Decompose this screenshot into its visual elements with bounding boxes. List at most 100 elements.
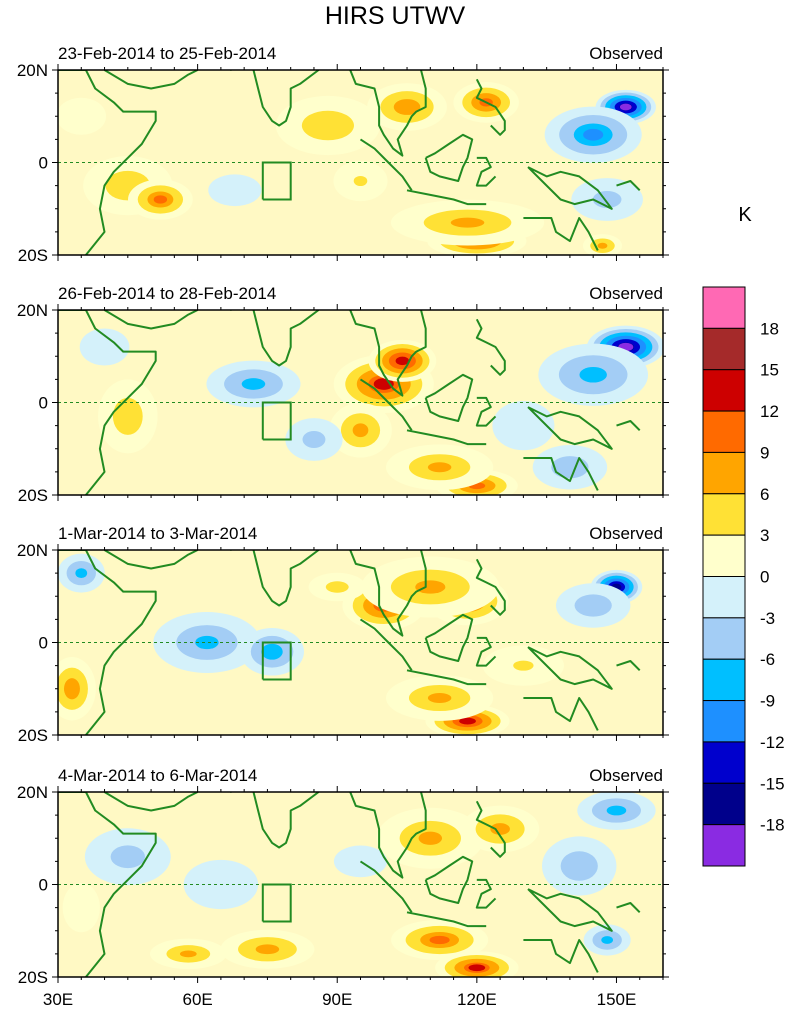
- colorbar-swatch: [702, 617, 746, 660]
- region-box: [261, 641, 292, 681]
- contour-region: [255, 944, 280, 955]
- coastline: [230, 70, 320, 127]
- coastlines: [58, 792, 641, 977]
- contour-region: [490, 823, 510, 835]
- map-panel: 20N 0 20S 4-Mar-2014 to 6-Mar-2014 Observed: [17, 766, 669, 987]
- panel-date-range: 4-Mar-2014 to 6-Mar-2014: [58, 766, 257, 785]
- coastline: [406, 911, 487, 928]
- coastline: [475, 78, 506, 136]
- colorbar-label: 0: [760, 568, 769, 587]
- colorbar-swatch: [702, 451, 746, 495]
- colorbar-label: -9: [760, 692, 775, 711]
- contour-region: [79, 328, 130, 366]
- coastline: [406, 189, 487, 206]
- contour-region: [301, 110, 354, 141]
- colorbar-label: -3: [760, 609, 775, 628]
- contour-region: [195, 635, 219, 650]
- coastline: [616, 902, 641, 914]
- contour-region: [427, 693, 452, 703]
- coastline: [58, 550, 157, 735]
- latitude-label: 20S: [18, 968, 48, 987]
- coastline: [406, 429, 487, 446]
- contour-region: [208, 174, 262, 207]
- colorbar-swatch: [702, 576, 746, 619]
- contour-region: [393, 99, 421, 115]
- panels: 20N 0 20S 23-Feb-2014 to 25-Feb-2014 Observe…: [17, 44, 669, 987]
- coastline: [475, 878, 497, 909]
- colorbar-label: 15: [760, 361, 779, 380]
- contour-region: [75, 568, 88, 578]
- coastline: [424, 133, 474, 182]
- contour-region: [63, 678, 80, 700]
- latitude-label: 0: [39, 394, 48, 413]
- figure-title: HIRS UTWV: [325, 2, 466, 30]
- panel-date-range: 23-Feb-2014 to 25-Feb-2014: [58, 44, 276, 63]
- coastline: [527, 406, 613, 450]
- contour-region: [560, 851, 598, 881]
- coastline: [103, 310, 199, 330]
- coastline: [103, 792, 199, 812]
- contour-region: [513, 660, 534, 671]
- contour-field: [58, 553, 643, 735]
- coastline: [103, 70, 199, 90]
- coastline: [345, 792, 427, 879]
- coastline: [616, 180, 641, 192]
- colorbar-swatch: [702, 369, 746, 412]
- contour-region: [112, 397, 143, 435]
- longitude-label: 120E: [457, 990, 497, 1009]
- coastline: [475, 156, 497, 187]
- coastlines: [58, 310, 641, 495]
- latitude-label: 20S: [18, 486, 48, 505]
- contour-region: [395, 356, 410, 366]
- panel-tag: Observed: [589, 284, 663, 303]
- contour-region: [241, 378, 266, 390]
- panel-tag: Observed: [589, 524, 663, 543]
- contour-region: [459, 717, 476, 725]
- coastline: [345, 310, 427, 397]
- region-box: [261, 883, 292, 923]
- coastline: [345, 70, 427, 157]
- contour-field: [79, 325, 663, 495]
- coastline: [527, 646, 613, 690]
- panel-date-range: 26-Feb-2014 to 28-Feb-2014: [58, 284, 276, 303]
- latitude-label: 20N: [17, 783, 48, 802]
- contour-region: [179, 950, 197, 958]
- contour-region: [450, 217, 485, 228]
- map-panel: 20N 0 20S 1-Mar-2014 to 3-Mar-2014 Observed: [17, 524, 669, 745]
- contour-region: [606, 805, 627, 816]
- latitude-label: 0: [39, 876, 48, 895]
- coastline: [230, 310, 320, 367]
- contour-region: [62, 882, 100, 933]
- colorbar-label: -15: [760, 774, 785, 793]
- contour-region: [492, 400, 555, 451]
- coastline: [58, 70, 157, 255]
- latitude-label: 0: [39, 154, 48, 173]
- coastline: [230, 550, 320, 607]
- contour-region: [574, 594, 612, 617]
- contour-region: [583, 128, 604, 141]
- coastline: [345, 550, 427, 637]
- coastline: [523, 697, 599, 731]
- contour-region: [597, 242, 608, 249]
- coastline: [475, 800, 506, 858]
- colorbar-swatch: [702, 741, 746, 784]
- colorbar-label: 9: [760, 443, 769, 462]
- coastline: [527, 888, 613, 932]
- coastline: [230, 792, 320, 849]
- longitude-axis: 30E 60E 90E 120E 150E: [43, 990, 636, 1009]
- panel-date-range: 1-Mar-2014 to 3-Mar-2014: [58, 524, 257, 543]
- latitude-label: 20N: [17, 301, 48, 320]
- contour-region: [58, 97, 107, 135]
- latitude-label: 20S: [18, 246, 48, 265]
- coastline: [527, 166, 613, 210]
- colorbar-label: -18: [760, 816, 785, 835]
- coastline: [475, 636, 497, 667]
- colorbar-swatch: [702, 493, 746, 536]
- latitude-label: 20N: [17, 61, 48, 80]
- contour-region: [468, 964, 486, 972]
- latitude-label: 20S: [18, 726, 48, 745]
- contour-region: [325, 581, 349, 593]
- coastline: [475, 558, 506, 616]
- coastlines: [58, 550, 641, 735]
